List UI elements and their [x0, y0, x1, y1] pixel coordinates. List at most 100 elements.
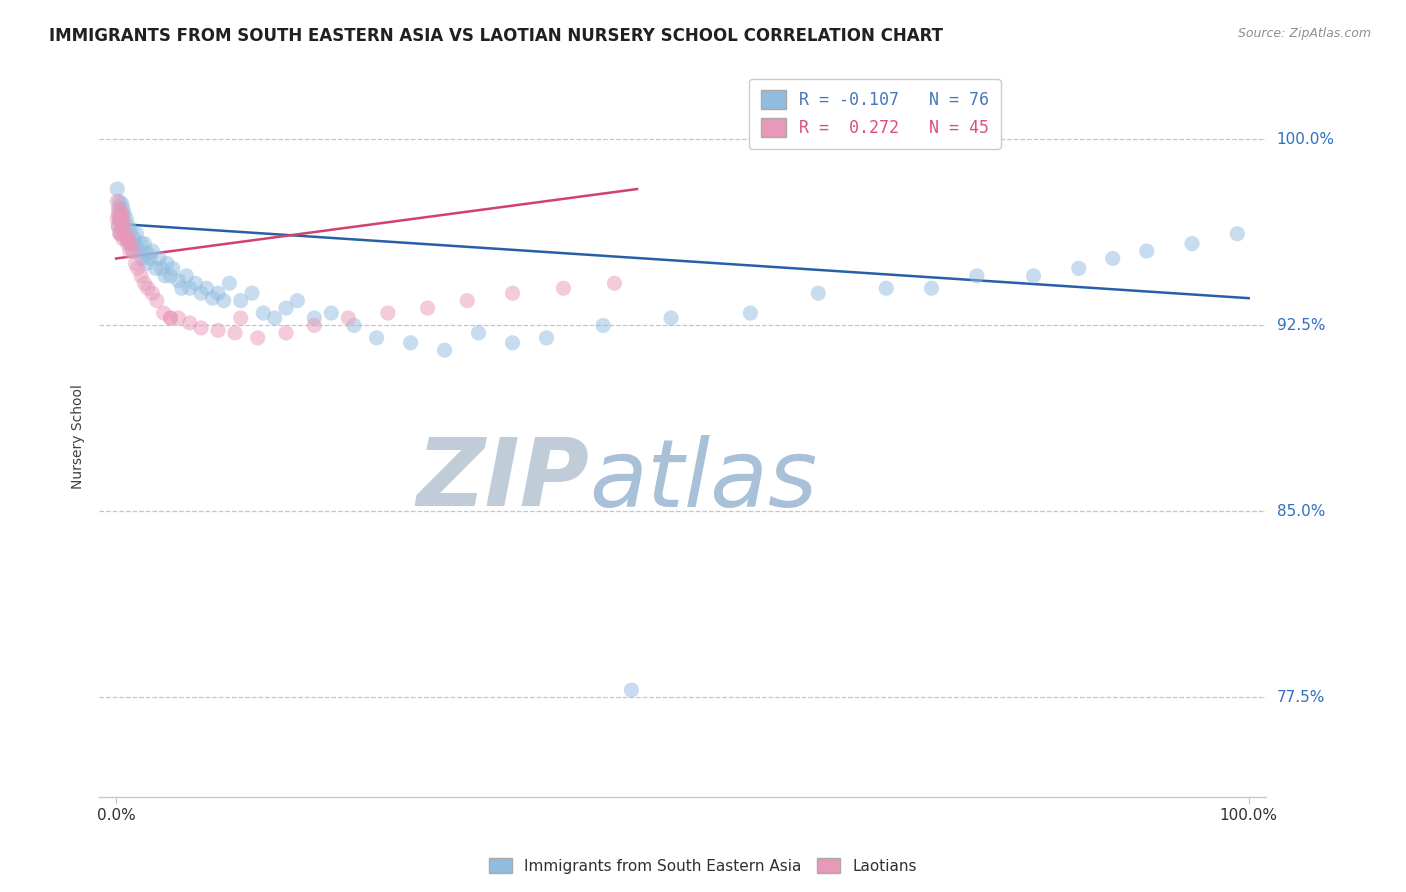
Point	[134, 236, 156, 251]
Point	[502, 286, 524, 301]
Point	[218, 277, 240, 291]
Point	[1022, 268, 1045, 283]
Text: ZIP: ZIP	[416, 434, 589, 526]
Point	[136, 281, 159, 295]
Point	[135, 256, 157, 270]
Point	[122, 232, 145, 246]
Point	[117, 232, 139, 246]
Point	[131, 252, 153, 266]
Point	[399, 335, 422, 350]
Point	[156, 256, 179, 270]
Point	[108, 227, 131, 241]
Point	[207, 323, 229, 337]
Point	[141, 244, 163, 258]
Point	[141, 286, 163, 301]
Point	[122, 244, 145, 258]
Point	[153, 268, 176, 283]
Point	[456, 293, 478, 308]
Point	[117, 236, 139, 251]
Point	[114, 227, 136, 241]
Point	[145, 261, 167, 276]
Point	[1101, 252, 1123, 266]
Point	[467, 326, 489, 340]
Point	[176, 268, 198, 283]
Point	[107, 219, 129, 234]
Text: atlas: atlas	[589, 434, 817, 525]
Point	[120, 224, 142, 238]
Point	[105, 194, 128, 209]
Point	[179, 316, 201, 330]
Point	[117, 232, 139, 246]
Point	[129, 236, 152, 251]
Point	[107, 202, 129, 216]
Text: 100.0%: 100.0%	[1277, 132, 1334, 147]
Point	[179, 281, 201, 295]
Point	[134, 277, 156, 291]
Point	[807, 286, 830, 301]
Point	[184, 277, 207, 291]
Point	[108, 211, 131, 226]
Text: 92.5%: 92.5%	[1277, 318, 1326, 333]
Point	[190, 286, 212, 301]
Point	[212, 293, 235, 308]
Text: Source: ZipAtlas.com: Source: ZipAtlas.com	[1237, 27, 1371, 40]
Point	[110, 211, 132, 226]
Point	[105, 211, 128, 226]
Point	[110, 207, 132, 221]
Point	[263, 311, 285, 326]
Point	[159, 268, 181, 283]
Y-axis label: Nursery School: Nursery School	[72, 384, 86, 490]
Point	[366, 331, 388, 345]
Point	[111, 211, 134, 226]
Point	[195, 281, 218, 295]
Point	[118, 236, 141, 251]
Point	[152, 306, 174, 320]
Point	[274, 301, 297, 315]
Point	[201, 291, 224, 305]
Legend: Immigrants from South Eastern Asia, Laotians: Immigrants from South Eastern Asia, Laot…	[484, 852, 922, 880]
Point	[1067, 261, 1090, 276]
Point	[875, 281, 897, 295]
Point	[111, 219, 134, 234]
Point	[966, 268, 988, 283]
Point	[115, 211, 138, 226]
Point	[114, 227, 136, 241]
Point	[304, 311, 326, 326]
Point	[110, 227, 132, 241]
Legend: R = -0.107   N = 76, R =  0.272   N = 45: R = -0.107 N = 76, R = 0.272 N = 45	[749, 78, 1001, 149]
Point	[502, 335, 524, 350]
Point	[111, 197, 134, 211]
Point	[127, 261, 149, 276]
Point	[240, 286, 263, 301]
Point	[190, 321, 212, 335]
Point	[1226, 227, 1249, 241]
Point	[112, 207, 135, 221]
Point	[659, 311, 682, 326]
Point	[377, 306, 399, 320]
Point	[111, 202, 134, 216]
Point	[124, 256, 146, 270]
Point	[112, 219, 135, 234]
Point	[118, 244, 141, 258]
Point	[592, 318, 614, 333]
Point	[148, 252, 170, 266]
Point	[108, 211, 131, 226]
Point	[252, 306, 274, 320]
Point	[343, 318, 366, 333]
Point	[159, 311, 181, 326]
Point	[536, 331, 558, 345]
Point	[170, 281, 193, 295]
Point	[167, 274, 190, 288]
Text: 77.5%: 77.5%	[1277, 690, 1324, 705]
Point	[337, 311, 360, 326]
Point	[1136, 244, 1159, 258]
Point	[108, 194, 131, 209]
Point	[124, 236, 146, 251]
Point	[111, 207, 134, 221]
Point	[150, 261, 173, 276]
Point	[740, 306, 762, 320]
Point	[162, 261, 184, 276]
Point	[274, 326, 297, 340]
Point	[321, 306, 343, 320]
Point	[229, 311, 252, 326]
